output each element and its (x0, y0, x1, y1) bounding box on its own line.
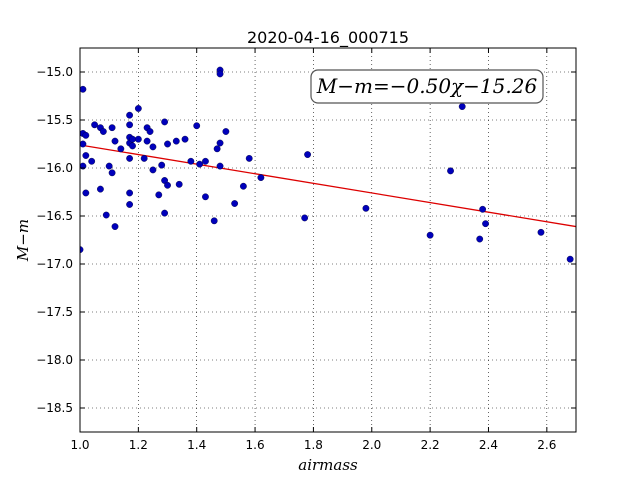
data-point (82, 189, 90, 197)
data-point (129, 135, 136, 143)
data-point (111, 223, 119, 230)
data-point (97, 185, 104, 193)
data-point (108, 124, 116, 132)
x-tick-label: 2.2 (421, 438, 440, 452)
data-point (134, 135, 142, 143)
x-tick-label: 2.0 (362, 438, 381, 452)
equation-annotation: M−m=−0.50χ−15.26 (310, 69, 544, 104)
data-point (91, 121, 98, 129)
data-point (458, 103, 466, 110)
data-point (111, 137, 119, 145)
x-axis-label: airmass (298, 456, 358, 474)
data-point (155, 191, 163, 199)
x-tick-label: 1.4 (187, 438, 206, 452)
data-point (301, 214, 309, 222)
data-point (193, 122, 201, 130)
data-point (537, 228, 545, 236)
data-point (187, 157, 195, 165)
data-point (82, 131, 90, 139)
data-point (213, 145, 221, 153)
data-point (158, 161, 166, 169)
data-point (126, 201, 134, 208)
y-tick-label: −16.5 (36, 209, 73, 223)
data-point (210, 217, 218, 225)
x-axis-ticks: 1.0 1.2 1.4 1.6 1.8 2.0 2.2 2.4 2.6 (70, 48, 556, 452)
data-point (80, 85, 87, 93)
fit-line (80, 144, 576, 228)
data-point (108, 169, 116, 177)
data-point (105, 162, 113, 170)
equation-text: M−m=−0.50χ−15.26 (316, 74, 538, 98)
data-point (164, 140, 171, 148)
data-point (146, 128, 154, 135)
y-tick-label: −17.0 (36, 257, 73, 271)
data-point (362, 204, 370, 212)
x-tick-label: 2.4 (479, 438, 498, 452)
y-tick-label: −17.5 (36, 305, 73, 319)
data-point (479, 205, 487, 213)
x-tick-label: 1.6 (246, 438, 265, 452)
data-point (134, 105, 142, 112)
data-point (126, 189, 134, 197)
data-point (566, 255, 574, 263)
data-point (126, 111, 134, 119)
x-tick-label: 1.2 (129, 438, 148, 452)
x-tick-label: 1.0 (70, 438, 89, 452)
data-point (231, 200, 239, 207)
chart-title: 2020-04-16_000715 (247, 28, 409, 48)
data-point (129, 142, 136, 150)
data-point (126, 121, 134, 129)
y-axis-label: M−m (14, 219, 32, 262)
data-point (216, 139, 224, 147)
data-point (304, 151, 311, 158)
data-point (239, 182, 247, 190)
data-point (216, 162, 224, 170)
y-tick-label: −18.5 (36, 401, 73, 415)
plot-frame (79, 47, 577, 433)
y-tick-label: −16.0 (36, 161, 73, 175)
data-point (482, 220, 489, 228)
data-point (202, 157, 209, 165)
data-point (222, 128, 230, 135)
data-point (196, 160, 204, 168)
fit-line-layer (80, 144, 576, 228)
equation-box (310, 69, 544, 104)
data-point (117, 145, 125, 153)
y-tick-label: −15.5 (36, 113, 73, 127)
data-point (140, 154, 148, 162)
data-point (80, 140, 87, 148)
data-point (245, 154, 253, 162)
data-points (80, 66, 574, 263)
data-point (216, 70, 224, 78)
data-point (143, 137, 151, 145)
data-point (447, 167, 454, 175)
y-tick-label: −18.0 (36, 353, 73, 367)
data-point (161, 209, 169, 217)
plot-area (80, 48, 576, 432)
data-point (149, 166, 157, 174)
data-point (181, 135, 189, 143)
x-tick-label: 2.6 (537, 438, 556, 452)
data-point (257, 174, 265, 182)
x-tick-label: 1.8 (304, 438, 323, 452)
data-point (149, 143, 157, 151)
data-point (126, 154, 134, 162)
data-point (82, 152, 90, 159)
data-point (99, 128, 107, 135)
data-point (202, 193, 209, 201)
data-point (476, 235, 484, 243)
data-point (161, 118, 169, 126)
data-point (164, 181, 171, 189)
data-point (88, 157, 96, 165)
data-point (175, 180, 183, 188)
data-point (426, 231, 434, 239)
data-point (102, 211, 110, 219)
y-tick-label: −15.0 (36, 65, 73, 79)
y-axis-ticks: −15.0 −15.5 −16.0 −16.5 −17.0 −17.5 −18.0 −18.5 (36, 65, 576, 415)
data-point (172, 137, 180, 145)
